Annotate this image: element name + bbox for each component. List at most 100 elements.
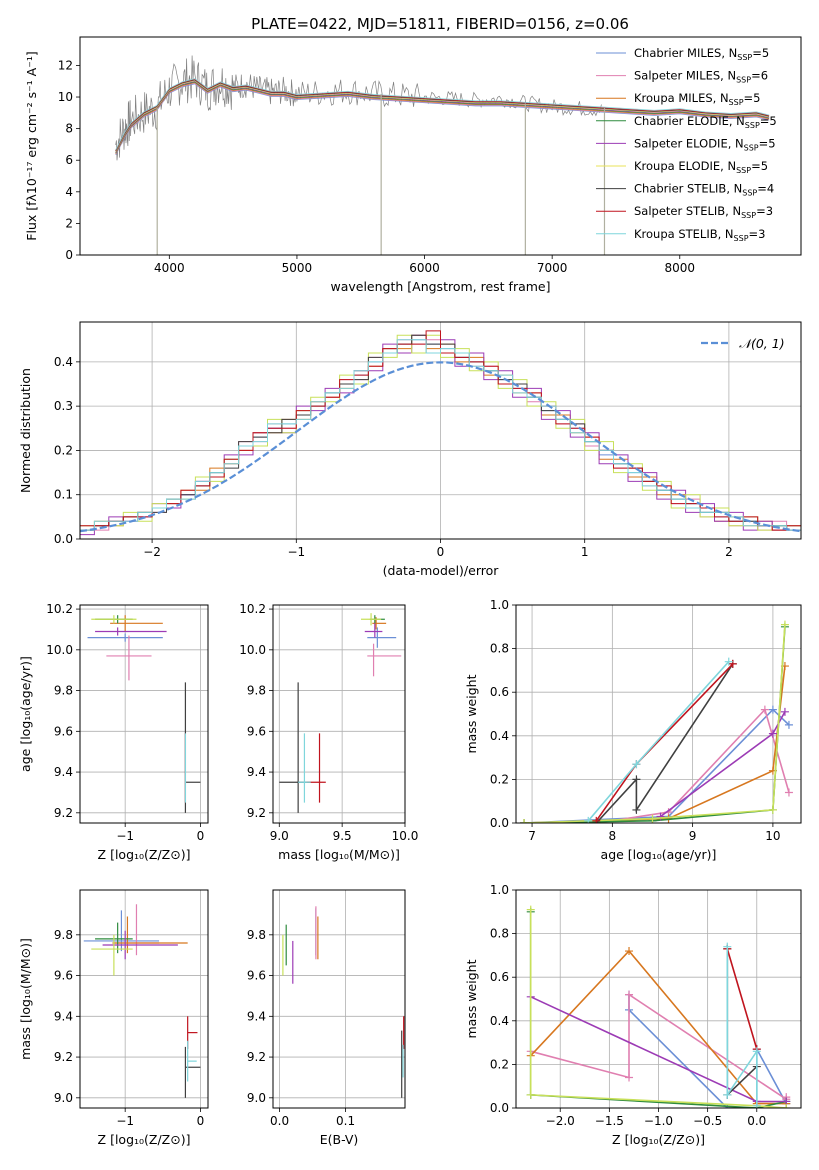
x-axis-label: E(B-V) <box>320 1132 359 1147</box>
axes-frame <box>79 321 802 540</box>
legend-subscript: SSP <box>737 53 752 62</box>
legend-suffix: =5 <box>759 136 776 150</box>
legend-subscript: SSP <box>744 143 759 152</box>
legend-subscript: SSP <box>745 121 760 130</box>
legend-suffix: =6 <box>751 69 768 83</box>
y-tick-label: 0.4 <box>490 1014 509 1028</box>
weight-marker <box>625 1073 634 1082</box>
y-tick-label: 9.2 <box>247 1050 266 1064</box>
chart-spectrum: 4000 5000 6000 7000 8000 0 2 4 6 8 10 12 wavelength … <box>24 36 802 294</box>
x-tick-label: 5000 <box>282 261 313 275</box>
weight-marker <box>768 805 777 814</box>
weight-line <box>595 663 734 822</box>
weight-marker <box>632 760 641 769</box>
weight-marker <box>760 705 769 714</box>
weight-line <box>726 948 758 1050</box>
y-tick-label: 9.8 <box>54 684 73 698</box>
legend-label: Kroupa MILES, NSSP=5 <box>634 91 760 107</box>
plot-area <box>282 906 405 1098</box>
y-tick-label: 9.8 <box>247 928 266 942</box>
y-tick-label: 0.3 <box>54 399 73 413</box>
y-tick-label: 10.0 <box>46 643 73 657</box>
plot-area <box>279 613 402 813</box>
y-tick-label: 0.2 <box>54 443 73 457</box>
x-tick-label: −1 <box>287 545 305 559</box>
legend-suffix: =3 <box>756 204 773 218</box>
y-tick-label: 9.0 <box>54 1091 73 1105</box>
weight-marker <box>592 816 601 823</box>
y-tick-label: 9.4 <box>247 1009 266 1023</box>
x-tick-label: 1 <box>581 545 589 559</box>
y-tick-label: 9.6 <box>247 724 266 738</box>
x-tick-label: 6000 <box>409 261 440 275</box>
y-tick-label: 9.6 <box>54 724 73 738</box>
weight-marker <box>632 775 641 784</box>
legend-subscript: SSP <box>734 234 749 243</box>
legend-subscript: SSP <box>729 98 744 107</box>
weight-marker <box>784 720 793 729</box>
plot-area <box>80 330 801 536</box>
axes-frame <box>79 889 209 1109</box>
x-tick-label: −1 <box>116 829 134 843</box>
x-axis-label: wavelength [Angstrom, rest frame] <box>330 279 550 294</box>
y-axis-label: age [log₁₀(age/yr)] <box>18 656 33 772</box>
legend-suffix: =5 <box>744 91 761 105</box>
x-axis-label: Z [log₁₀(Z/Z⊙)] <box>98 847 191 862</box>
chart-residuals: −2 −1 0 1 2 0.0 0.1 0.2 0.3 0.4 (data-model)/error… <box>18 321 802 578</box>
x-tick-label: 7000 <box>537 261 568 275</box>
model-spectrum-line <box>115 83 770 156</box>
y-tick-label: 0.8 <box>490 927 509 941</box>
legend-label: Salpeter STELIB, NSSP=3 <box>634 204 773 220</box>
y-tick-label: 9.4 <box>247 765 266 779</box>
x-axis-label: Z [log₁₀(Z/Z⊙)] <box>612 1132 705 1147</box>
chart-age-vs-mass: 9.0 9.5 10.0 9.2 9.4 9.6 9.8 10.0 10.2 mass [log₁… <box>239 602 418 862</box>
x-axis-label: Z [log₁₀(Z/Z⊙)] <box>98 1132 191 1147</box>
y-tick-label: 10.2 <box>46 602 73 616</box>
legend-label: Salpeter MILES, NSSP=6 <box>634 69 768 85</box>
chart-age-vs-Z: −1 0 9.2 9.4 9.6 9.8 10.0 10.2 Z [log₁₀(Z/Z⊙)] ag… <box>18 602 209 862</box>
model-spectrum-line <box>115 82 770 154</box>
x-tick-label: −1.0 <box>644 1114 673 1128</box>
legend-suffix: =5 <box>751 159 768 173</box>
weight-line <box>523 624 786 823</box>
y-axis-label: mass [log₁₀(M/M⊙)] <box>18 938 33 1060</box>
legend-suffix: =5 <box>752 46 769 60</box>
model-spectrum-line <box>115 80 770 152</box>
weight-marker <box>724 657 733 666</box>
legend-label: Kroupa ELODIE, NSSP=5 <box>634 159 768 175</box>
y-tick-label: 0.0 <box>490 816 509 830</box>
y-tick-label: 0.2 <box>490 772 509 786</box>
y-tick-label: 0.4 <box>54 355 73 369</box>
y-tick-label: 4 <box>65 185 73 199</box>
legend-label: Salpeter ELODIE, NSSP=5 <box>634 136 776 152</box>
y-tick-label: 9.2 <box>247 806 266 820</box>
y-axis-label: mass weight <box>464 674 479 753</box>
y-tick-label: 9.8 <box>247 684 266 698</box>
weight-marker <box>648 814 657 823</box>
x-tick-label: −0.5 <box>693 1114 722 1128</box>
weight-marker <box>526 1090 535 1099</box>
model-spectrum-line <box>115 79 770 152</box>
axes-frame <box>272 889 406 1109</box>
legend-label: Kroupa STELIB, NSSP=3 <box>634 227 765 243</box>
y-axis-label: Flux [fλ10⁻¹⁷ erg cm⁻² s⁻¹ A⁻¹] <box>24 51 39 240</box>
plot-area <box>83 904 201 1098</box>
x-tick-label: 9.5 <box>333 829 352 843</box>
x-tick-label: 10 <box>765 829 780 843</box>
y-tick-label: 9.4 <box>54 765 73 779</box>
x-tick-label: 8000 <box>664 261 695 275</box>
x-tick-label: 4000 <box>154 261 185 275</box>
y-axis-label: mass weight <box>464 959 479 1038</box>
weight-marker <box>723 1090 732 1099</box>
weight-marker <box>723 1104 732 1108</box>
weight-marker <box>526 905 535 914</box>
weight-marker <box>723 942 732 951</box>
weight-line <box>523 626 786 823</box>
weight-marker <box>584 816 593 823</box>
x-tick-label: 0 <box>437 545 445 559</box>
y-tick-label: 0.0 <box>490 1101 509 1115</box>
x-tick-label: 9.0 <box>270 829 289 843</box>
weight-marker <box>780 620 789 629</box>
y-axis-label: Normed distribution <box>18 368 33 493</box>
weight-marker <box>784 788 793 797</box>
